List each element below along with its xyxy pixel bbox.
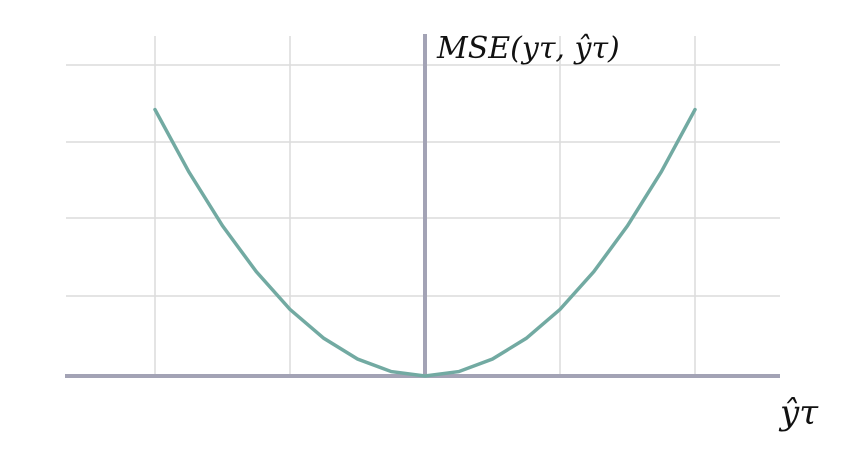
y-axis-label: MSE(yτ, ŷτ) xyxy=(436,31,620,66)
series-line xyxy=(153,107,697,378)
x-axis-label: ŷτ xyxy=(778,393,819,433)
